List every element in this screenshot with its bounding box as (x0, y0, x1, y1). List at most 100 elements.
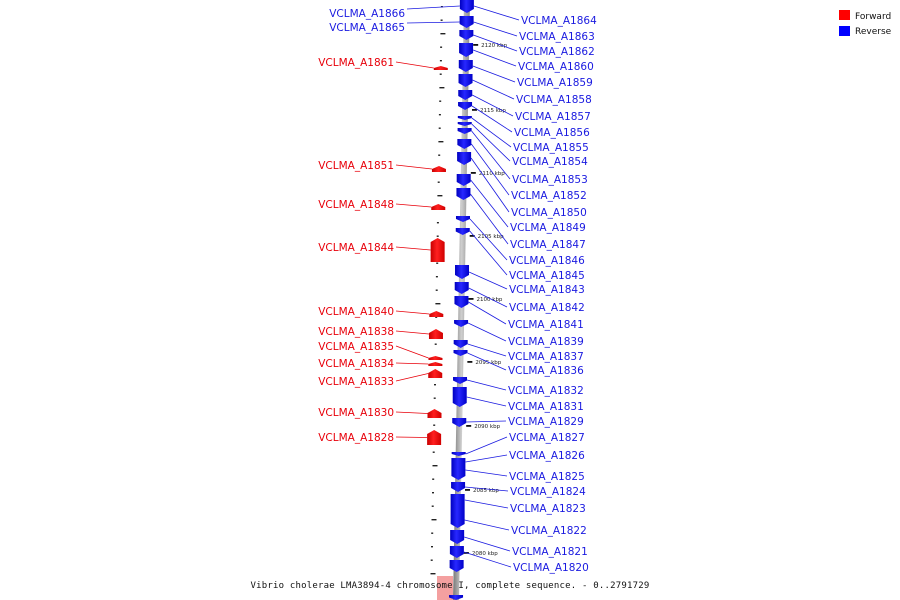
forward-gene-label[interactable]: VCLMA_A1861 (318, 57, 394, 69)
reverse-gene-arrow[interactable] (457, 139, 472, 149)
reverse-gene-arrow[interactable] (456, 188, 471, 200)
reverse-gene-arrow[interactable] (457, 122, 472, 126)
forward-gene-arrow[interactable] (430, 238, 445, 262)
reverse-gene-arrow[interactable] (451, 452, 466, 456)
reverse-gene-label[interactable]: VCLMA_A1841 (508, 319, 584, 331)
reverse-gene-label[interactable]: VCLMA_A1853 (512, 174, 588, 186)
reverse-gene-arrow[interactable] (449, 560, 464, 572)
partial-forward-gene[interactable] (437, 576, 453, 600)
forward-gene-arrow[interactable] (427, 409, 442, 418)
reverse-gene-label[interactable]: VCLMA_A1826 (509, 450, 585, 462)
reverse-gene-label[interactable]: VCLMA_A1839 (508, 336, 584, 348)
forward-gene-label[interactable]: VCLMA_A1830 (318, 407, 394, 419)
reverse-gene-label[interactable]: VCLMA_A1823 (510, 503, 586, 515)
reverse-gene-label[interactable]: VCLMA_A1822 (511, 525, 587, 537)
reverse-gene-leader (472, 79, 515, 100)
reverse-gene-label[interactable]: VCLMA_A1827 (509, 432, 585, 444)
forward-gene-label[interactable]: VCLMA_A1838 (318, 326, 394, 338)
reverse-gene-label[interactable]: VCLMA_A1825 (509, 471, 585, 483)
reverse-gene-arrow[interactable] (453, 340, 468, 348)
forward-gene-label[interactable]: VCLMA_A1835 (318, 341, 394, 353)
reverse-gene-label[interactable]: VCLMA_A1855 (513, 142, 589, 154)
reverse-gene-arrow[interactable] (457, 152, 472, 165)
reverse-gene-label[interactable]: VCLMA_A1864 (521, 15, 597, 27)
reverse-gene-arrow[interactable] (459, 43, 474, 57)
reverse-gene-arrow[interactable] (459, 16, 474, 28)
reverse-gene-label[interactable]: VCLMA_A1843 (509, 284, 585, 296)
reverse-gene-arrow[interactable] (455, 265, 470, 279)
reverse-gene-label[interactable]: VCLMA_A1836 (508, 365, 584, 377)
reverse-gene-arrow[interactable] (458, 74, 473, 87)
reverse-gene-label[interactable]: VCLMA_A1832 (508, 385, 584, 397)
reverse-gene-label[interactable]: VCLMA_A1829 (508, 416, 584, 428)
forward-gene-arrow[interactable] (428, 329, 443, 339)
reverse-gene-label[interactable]: VCLMA_A1865 (329, 22, 405, 34)
reverse-gene-arrow[interactable] (458, 60, 473, 72)
reverse-gene-arrow[interactable] (452, 387, 467, 407)
reverse-gene-arrow[interactable] (455, 228, 470, 235)
reverse-gene-arrow[interactable] (449, 595, 464, 600)
reverse-gene-arrow[interactable] (451, 458, 466, 480)
forward-gene-label[interactable]: VCLMA_A1848 (318, 199, 394, 211)
forward-gene-leader (395, 345, 429, 359)
reverse-gene-arrow[interactable] (457, 116, 472, 120)
reverse-gene-label[interactable]: VCLMA_A1845 (509, 270, 585, 282)
forward-gene-arrow[interactable] (429, 311, 444, 317)
forward-gene-arrow[interactable] (427, 430, 442, 445)
reverse-gene-label[interactable]: VCLMA_A1846 (509, 255, 585, 267)
reverse-gene-arrow[interactable] (458, 90, 473, 100)
forward-gene-label[interactable]: VCLMA_A1828 (318, 432, 394, 444)
ruler-dot (432, 492, 434, 494)
forward-gene-label[interactable]: VCLMA_A1833 (318, 376, 394, 388)
reverse-gene-label[interactable]: VCLMA_A1857 (515, 111, 591, 123)
reverse-gene-label[interactable]: VCLMA_A1820 (513, 562, 589, 574)
reverse-gene-leader (470, 193, 509, 245)
forward-gene-arrow[interactable] (428, 356, 443, 360)
reverse-gene-label[interactable]: VCLMA_A1821 (512, 546, 588, 558)
forward-gene-arrow[interactable] (431, 166, 446, 172)
forward-gene-arrow[interactable] (428, 369, 443, 378)
forward-gene-label[interactable]: VCLMA_A1851 (318, 160, 394, 172)
reverse-gene-label[interactable]: VCLMA_A1849 (510, 222, 586, 234)
forward-gene-label[interactable]: VCLMA_A1844 (318, 242, 394, 254)
forward-gene-arrow[interactable] (433, 66, 448, 70)
forward-gene-label[interactable]: VCLMA_A1834 (318, 358, 394, 370)
reverse-gene-label[interactable]: VCLMA_A1862 (519, 46, 595, 58)
forward-gene-label[interactable]: VCLMA_A1840 (318, 306, 394, 318)
reverse-gene-arrow[interactable] (451, 482, 466, 492)
forward-gene-arrow[interactable] (431, 204, 446, 210)
reverse-gene-arrow[interactable] (454, 296, 469, 308)
reverse-gene-label[interactable]: VCLMA_A1852 (511, 190, 587, 202)
reverse-gene-arrow[interactable] (450, 530, 465, 544)
reverse-gene-arrow[interactable] (457, 128, 472, 134)
reverse-gene-label[interactable]: VCLMA_A1831 (508, 401, 584, 413)
reverse-gene-arrow[interactable] (455, 216, 470, 222)
reverse-gene-label[interactable]: VCLMA_A1850 (511, 207, 587, 219)
reverse-gene-label[interactable]: VCLMA_A1858 (516, 94, 592, 106)
reverse-gene-arrow[interactable] (453, 350, 468, 356)
reverse-gene-label[interactable]: VCLMA_A1866 (329, 8, 405, 20)
reverse-gene-arrow[interactable] (454, 282, 469, 294)
reverse-gene-label[interactable]: VCLMA_A1854 (512, 156, 588, 168)
reverse-gene-arrow[interactable] (459, 0, 474, 13)
reverse-gene-label[interactable]: VCLMA_A1863 (519, 31, 595, 43)
reverse-gene-label[interactable]: VCLMA_A1847 (510, 239, 586, 251)
reverse-gene-arrow[interactable] (452, 418, 467, 427)
reverse-gene-arrow[interactable] (456, 174, 471, 186)
reverse-gene-label[interactable]: VCLMA_A1824 (510, 486, 586, 498)
reverse-gene-label[interactable]: VCLMA_A1856 (514, 127, 590, 139)
reverse-gene-label[interactable]: VCLMA_A1842 (509, 302, 585, 314)
ruler-dot (435, 289, 438, 291)
reverse-gene-arrow[interactable] (449, 546, 464, 558)
reverse-gene-leader (465, 454, 508, 463)
forward-gene-arrow[interactable] (428, 362, 443, 366)
reverse-gene-arrow[interactable] (450, 494, 465, 528)
reverse-gene-arrow[interactable] (453, 377, 468, 384)
reverse-gene-arrow[interactable] (459, 30, 474, 40)
reverse-gene-arrow[interactable] (454, 320, 469, 327)
reverse-gene-arrow[interactable] (458, 102, 473, 110)
reverse-gene-label[interactable]: VCLMA_A1837 (508, 351, 584, 363)
reverse-gene-label[interactable]: VCLMA_A1860 (518, 61, 594, 73)
forward-genes-layer: VCLMA_A1861 VCLMA_A1851 VCLMA_A1848 VCLMA_A… (318, 57, 453, 600)
reverse-gene-label[interactable]: VCLMA_A1859 (517, 77, 593, 89)
